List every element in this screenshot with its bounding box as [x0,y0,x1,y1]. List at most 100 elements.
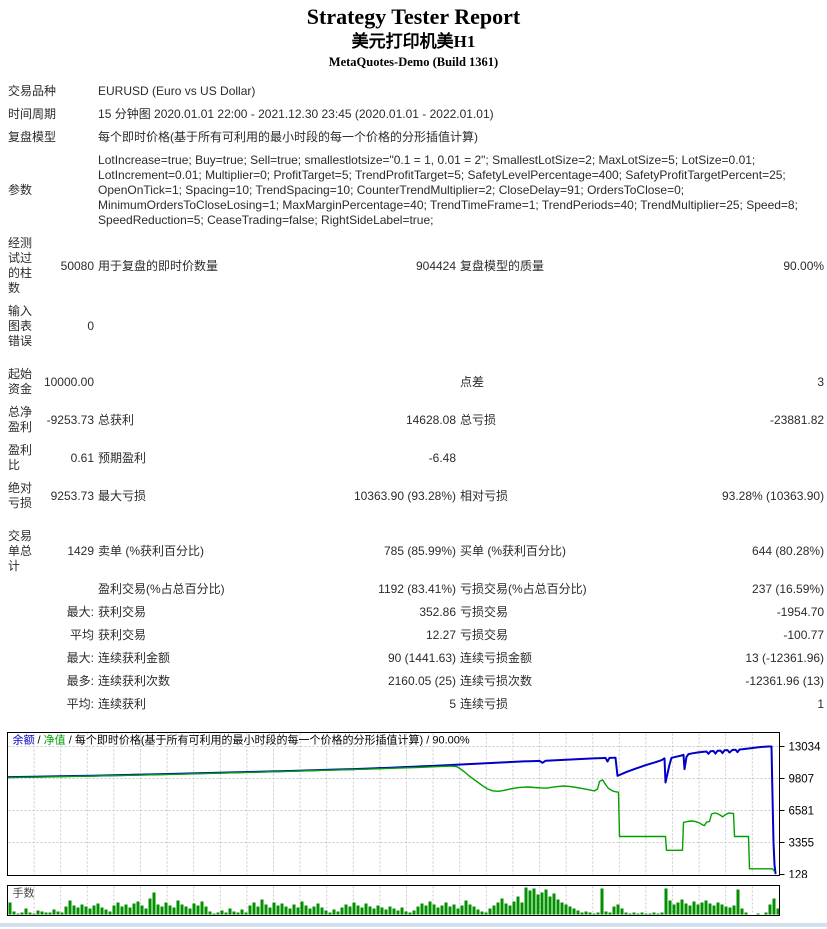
cell-value: 3 [817,374,825,389]
lot-bar [380,907,384,915]
cell-value: 644 (80.28%) [752,544,825,558]
cell-value: 50080 [60,258,95,273]
lot-bar [400,907,404,915]
lot-bar [772,898,776,915]
lot-bar [396,910,400,915]
lot-bar [292,904,296,915]
table-row: 总净盈利 -9253.73 总获利 14628.08 总亏损 -23881.82 [6,401,826,439]
cell-label: 交易单总计 [8,529,33,573]
lot-bar [716,902,720,915]
lot-bar [352,902,356,915]
cell-value [348,363,458,401]
cell-label: 连续亏损 [460,697,509,711]
lot-bar [212,913,216,915]
lot-bar [68,900,72,915]
lot-bar [604,911,608,915]
lot-bar [320,907,324,915]
lot-bar [732,905,736,915]
lot-bar [592,913,596,915]
lot-bar [184,906,188,915]
table-row: 最大: 获利交易 352.86 亏损交易 -1954.70 [6,601,826,624]
table-row: 参数 LotIncrease=true; Buy=true; Sell=true;… [6,149,826,232]
cell-label [6,670,40,693]
lot-bar [576,910,580,915]
spacer-cell [6,515,826,525]
chart-border [7,885,780,916]
lot-bar [560,902,564,915]
balance-chart-wrap: 13034 9807 6581 3355 128 余额 / 净值 / 每个即时价格(基于所… [4,730,827,883]
cell-label [6,601,40,624]
lot-bar [548,896,552,915]
lot-bar [332,909,336,915]
table-row: 平均: 连续获利 5 连续亏损 1 [6,693,826,716]
cell-label: 每个即时价格(基于所有可利用的最小时段的每一个价格的分形插值计算) [98,130,479,144]
lot-bar [524,887,528,915]
lot-bar [432,904,436,915]
lot-bar [696,904,700,915]
lot-bar [596,912,600,915]
lot-bar [272,902,276,915]
lot-bar [520,902,524,915]
lot-bar [552,893,556,915]
cell-label: 最大: [66,651,95,665]
lot-bar [588,912,592,915]
cell-label [458,439,694,477]
cell-label: 连续亏损次数 [460,674,533,688]
lot-bar [644,913,648,915]
y-axis-label: 6581 [789,806,815,818]
table-row: 盈利比 0.61 预期盈利 -6.48 [6,439,826,477]
lot-bar [236,912,240,915]
spacer-cell [6,353,826,363]
lot-bar [316,903,320,915]
lot-bar [284,906,288,915]
lot-bar [392,908,396,915]
legend-balance-label: 余额 [13,733,35,747]
lot-bar [408,912,412,915]
lot-bar [416,906,420,915]
cell-label [6,578,40,601]
cell-label: 获利交易 [98,605,147,619]
lot-bar [244,912,248,915]
cell-label [6,624,40,647]
table-row: 平均 获利交易 12.27 亏损交易 -100.77 [6,624,826,647]
lot-bar [508,905,512,915]
lot-bar [348,906,352,915]
lot-bar [120,906,124,915]
cell-label: 用于复盘的即时价数量 [98,258,219,273]
lot-bar [336,911,340,915]
cell-label: 总获利 [98,412,135,427]
lot-bar [384,909,388,915]
lot-bar [152,892,156,915]
lot-bar [196,905,200,915]
table-row: 交易品种 EURUSD (Euro vs US Dollar) [6,80,826,103]
cell-value: 1 [817,697,825,711]
lot-bar [516,896,520,915]
lot-bar [124,904,128,915]
lot-bar [96,903,100,915]
lot-bar [204,906,208,915]
table-row: 输入图表错误 0 [6,300,826,353]
lot-bar [112,905,116,915]
legend-separator: / [35,735,44,747]
lot-bar [632,912,636,915]
lot-bar [160,906,164,915]
lot-bar [528,890,532,915]
lot-bar [192,903,196,915]
cell-value: 9253.73 [50,488,95,503]
lot-bar [536,894,540,915]
lot-bar [84,906,88,915]
lot-bar [116,902,120,915]
table-row: 盈利交易(%占总百分比) 1192 (83.41%) 亏损交易(%占总百分比) 237… [6,578,826,601]
lot-bar [704,900,708,915]
lot-bar [376,905,380,915]
cell-value: 0 [87,319,95,333]
lot-bar [16,913,20,915]
lot-bar [468,904,472,915]
cell-value: 352.86 [419,605,457,619]
lot-bar [676,902,680,915]
cell-label: 时间周期 [8,107,57,121]
page-title: Strategy Tester Report [306,4,521,29]
lot-bar [668,900,672,915]
lot-bar [740,908,744,915]
report-header: Strategy Tester Report 美元打印机美H1 MetaQuot… [0,0,827,70]
